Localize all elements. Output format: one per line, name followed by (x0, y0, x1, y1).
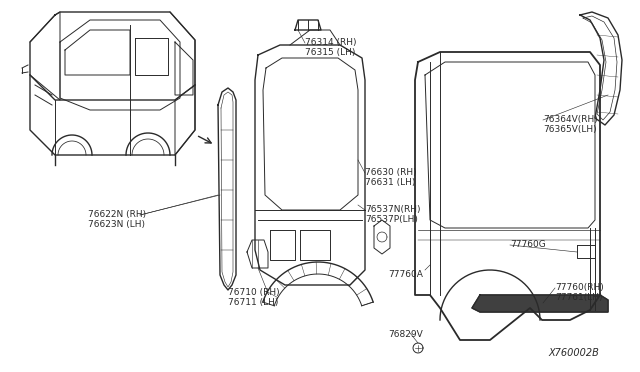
Text: 77760A: 77760A (388, 270, 423, 279)
Text: X760002B: X760002B (548, 348, 599, 358)
Text: 76315 (LH): 76315 (LH) (305, 48, 355, 57)
Text: 76710 (RH): 76710 (RH) (228, 288, 280, 297)
Text: 76364V(RH): 76364V(RH) (543, 115, 598, 124)
Text: 76622N (RH): 76622N (RH) (88, 210, 146, 219)
Text: 77760G: 77760G (510, 240, 546, 249)
Text: 76630 (RH): 76630 (RH) (365, 168, 417, 177)
Text: 77760(RH): 77760(RH) (555, 283, 604, 292)
Text: 76314 (RH): 76314 (RH) (305, 38, 356, 47)
Text: 76829V: 76829V (388, 330, 423, 339)
Text: 76711 (LH): 76711 (LH) (228, 298, 278, 307)
Text: 76537P(LH): 76537P(LH) (365, 215, 418, 224)
Text: 76623N (LH): 76623N (LH) (88, 220, 145, 229)
Text: 77761(LH): 77761(LH) (555, 293, 602, 302)
Text: 76537N(RH): 76537N(RH) (365, 205, 420, 214)
Text: 76365V(LH): 76365V(LH) (543, 125, 596, 134)
Polygon shape (472, 295, 608, 312)
Text: 76631 (LH): 76631 (LH) (365, 178, 415, 187)
